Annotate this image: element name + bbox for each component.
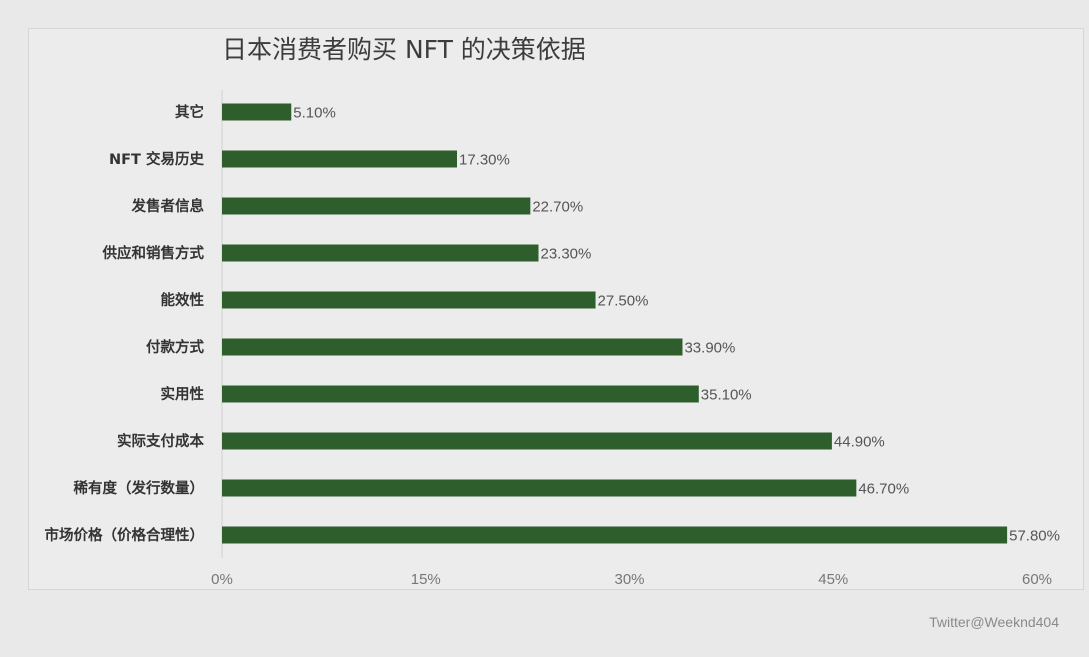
bar bbox=[222, 150, 457, 168]
data-label: 27.50% bbox=[598, 293, 649, 310]
category-label: 市场价格（价格合理性） bbox=[45, 526, 205, 544]
data-label: 33.90% bbox=[684, 340, 735, 357]
data-label: 23.30% bbox=[540, 246, 591, 263]
x-tick-label: 15% bbox=[411, 571, 441, 588]
data-label: 22.70% bbox=[532, 199, 583, 216]
data-label: 44.90% bbox=[834, 434, 885, 451]
watermark: Twitter@Weeknd404 bbox=[929, 614, 1059, 630]
x-axis-ticks: 0% 15% 30% 45% 60% bbox=[211, 571, 1052, 588]
bar bbox=[222, 338, 683, 356]
category-label: 能效性 bbox=[161, 291, 205, 309]
category-label: NFT 交易历史 bbox=[109, 150, 204, 168]
category-label: 实际支付成本 bbox=[117, 432, 204, 450]
bar-chart: 日本消费者购买 NFT 的决策依据 其它 5.10% NFT 交易历史 17.30% 发… bbox=[45, 35, 1060, 588]
data-label: 35.10% bbox=[701, 387, 752, 404]
category-label: 其它 bbox=[175, 103, 204, 121]
bar bbox=[222, 385, 699, 403]
bar bbox=[222, 291, 596, 309]
data-label: 5.10% bbox=[293, 105, 336, 122]
category-label: 实用性 bbox=[161, 385, 205, 403]
bar bbox=[222, 479, 857, 497]
bar bbox=[222, 244, 539, 262]
chart-title: 日本消费者购买 NFT 的决策依据 bbox=[222, 35, 586, 64]
bar bbox=[222, 526, 1008, 544]
category-label: 供应和销售方式 bbox=[102, 244, 205, 262]
category-label: 稀有度（发行数量） bbox=[74, 479, 205, 497]
data-label: 57.80% bbox=[1009, 528, 1060, 545]
data-label: 46.70% bbox=[858, 481, 909, 498]
x-tick-label: 30% bbox=[614, 571, 644, 588]
category-label: 发售者信息 bbox=[131, 197, 205, 215]
bars-layer: 其它 5.10% NFT 交易历史 17.30% 发售者信息 22.70% 供应和销售方式 2… bbox=[45, 103, 1060, 545]
x-tick-label: 0% bbox=[211, 571, 233, 588]
data-label: 17.30% bbox=[459, 152, 510, 169]
bar bbox=[222, 432, 832, 450]
x-tick-label: 60% bbox=[1022, 571, 1052, 588]
category-label: 付款方式 bbox=[146, 338, 204, 356]
bar bbox=[222, 103, 292, 121]
bar bbox=[222, 197, 531, 215]
x-tick-label: 45% bbox=[818, 571, 848, 588]
